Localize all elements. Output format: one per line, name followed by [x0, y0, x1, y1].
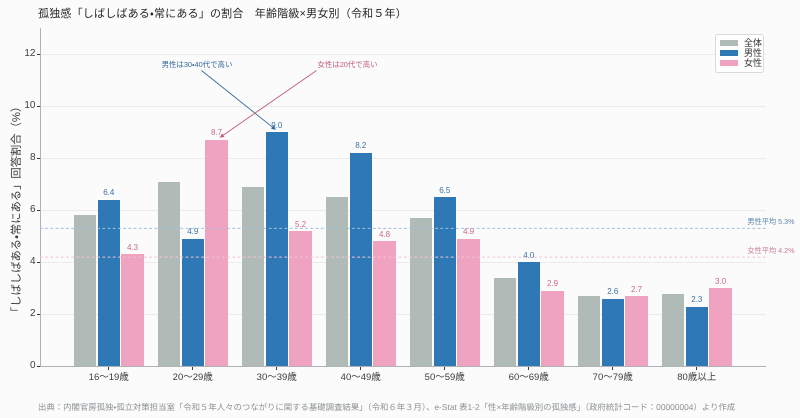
gridline-y4: [40, 261, 766, 263]
bar-value-label-女性-0: 4.3: [126, 242, 139, 252]
mean-line-label-0: 男性平均 5.3%: [747, 216, 795, 226]
legend-label-全体: 全体: [744, 37, 763, 48]
bar-value-label-女性-3: 4.8: [378, 229, 391, 239]
bar-全体-2: [241, 186, 265, 367]
bar-女性-3: [373, 241, 396, 367]
bar-男性-7: [685, 306, 708, 367]
gridline-y6: [40, 209, 766, 211]
gridline-y2: [40, 313, 766, 315]
x-tick-label-6: 70〜79歳: [592, 372, 633, 383]
bar-全体-7: [661, 293, 685, 367]
bar-value-label-男性-4: 6.5: [439, 185, 451, 195]
x-tick-7: [696, 366, 698, 370]
y-axis-spine: [40, 28, 41, 367]
bar-男性-1: [181, 238, 204, 367]
x-tick-1: [192, 366, 194, 370]
bar-女性-7: [709, 288, 732, 367]
y-tick-label-2: 2: [29, 308, 36, 320]
bar-value-label-女性-6: 2.7: [630, 284, 643, 294]
legend-row-女性: 女性: [720, 57, 763, 68]
legend-row-男性: 男性: [720, 47, 763, 58]
annotation-text-1: 女性は20代で高い: [317, 59, 378, 69]
x-tick-label-1: 20〜29歳: [172, 372, 213, 383]
bar-女性-0: [121, 254, 144, 367]
bar-男性-0: [97, 199, 120, 367]
x-tick-label-3: 40〜49歳: [340, 372, 381, 383]
bar-男性-3: [349, 152, 372, 367]
y-tick-2: [37, 313, 40, 315]
source-note: 出典：内閣官房孤独・孤立対策担当室「令和５年人々のつながりに関する基礎調査結果」…: [38, 401, 736, 412]
x-tick-0: [108, 366, 110, 370]
bar-全体-3: [325, 197, 349, 367]
chart-title: 孤独感「しばしばある・常にある」の割合 年齢階級×男女別（令和５年）: [38, 8, 407, 20]
bar-全体-0: [73, 215, 97, 367]
annotation-text-0: 男性は30・40代で高い: [161, 59, 233, 69]
x-tick-label-0: 16〜19歳: [88, 372, 129, 383]
bar-女性-1: [205, 139, 228, 367]
x-tick-5: [528, 366, 530, 370]
bar-value-label-男性-0: 6.4: [103, 188, 115, 198]
bar-value-label-女性-7: 3.0: [714, 276, 727, 286]
gridline-y8: [40, 157, 766, 159]
bar-女性-2: [289, 231, 312, 367]
y-tick-6: [37, 209, 40, 211]
x-tick-label-5: 60〜69歳: [508, 372, 549, 383]
x-tick-2: [276, 366, 278, 370]
x-tick-4: [444, 366, 446, 370]
bar-女性-6: [625, 296, 648, 367]
bar-男性-2: [265, 132, 288, 367]
bar-全体-6: [577, 296, 601, 367]
y-tick-0: [37, 365, 40, 367]
bar-全体-4: [409, 218, 433, 367]
legend-swatch-男性: [720, 50, 738, 56]
bar-全体-5: [493, 277, 517, 367]
bar-value-label-男性-1: 4.9: [187, 227, 199, 237]
legend-label-男性: 男性: [744, 47, 763, 58]
gridline-y12: [40, 53, 766, 55]
bar-女性-5: [541, 290, 564, 367]
y-tick-label-12: 12: [24, 48, 36, 60]
bar-value-label-女性-1: 8.7: [210, 128, 223, 138]
bar-value-label-女性-2: 5.2: [294, 219, 307, 229]
y-tick-label-0: 0: [29, 360, 36, 372]
bar-男性-5: [517, 262, 540, 367]
bar-value-label-男性-5: 4.0: [523, 250, 535, 260]
x-tick-6: [612, 366, 614, 370]
y-tick-label-8: 8: [29, 152, 36, 164]
bar-value-label-女性-4: 4.9: [462, 227, 475, 237]
x-tick-3: [360, 366, 362, 370]
x-tick-label-7: 80歳以上: [677, 372, 717, 383]
bar-value-label-男性-6: 2.6: [607, 287, 619, 297]
bar-value-label-男性-2: 9.0: [271, 120, 283, 130]
y-tick-8: [37, 157, 40, 159]
legend-swatch-女性: [720, 60, 738, 66]
annotation-arrow-line-0: [201, 70, 273, 128]
bar-value-label-男性-3: 8.2: [355, 141, 367, 151]
legend: 全体 男性 女性: [715, 33, 764, 73]
x-axis-spine: [40, 365, 766, 367]
bar-女性-4: [457, 238, 480, 367]
bar-value-label-男性-7: 2.3: [691, 295, 703, 305]
legend-row-全体: 全体: [720, 37, 763, 48]
y-tick-label-6: 6: [29, 204, 36, 216]
gridline-y10: [40, 105, 766, 107]
y-tick-4: [37, 261, 40, 263]
mean-line-label-1: 女性平均 4.2%: [747, 245, 795, 255]
bar-男性-6: [601, 298, 624, 367]
legend-label-女性: 女性: [744, 57, 763, 68]
bar-全体-1: [157, 181, 181, 367]
y-tick-label-4: 4: [29, 256, 36, 268]
y-tick-12: [37, 53, 40, 55]
x-tick-label-4: 50〜59歳: [424, 372, 465, 383]
bar-value-label-女性-5: 2.9: [546, 279, 559, 289]
y-tick-label-10: 10: [24, 100, 36, 112]
bar-男性-4: [433, 197, 456, 367]
y-tick-10: [37, 105, 40, 107]
x-tick-label-2: 30〜39歳: [256, 372, 297, 383]
legend-swatch-全体: [720, 40, 738, 46]
